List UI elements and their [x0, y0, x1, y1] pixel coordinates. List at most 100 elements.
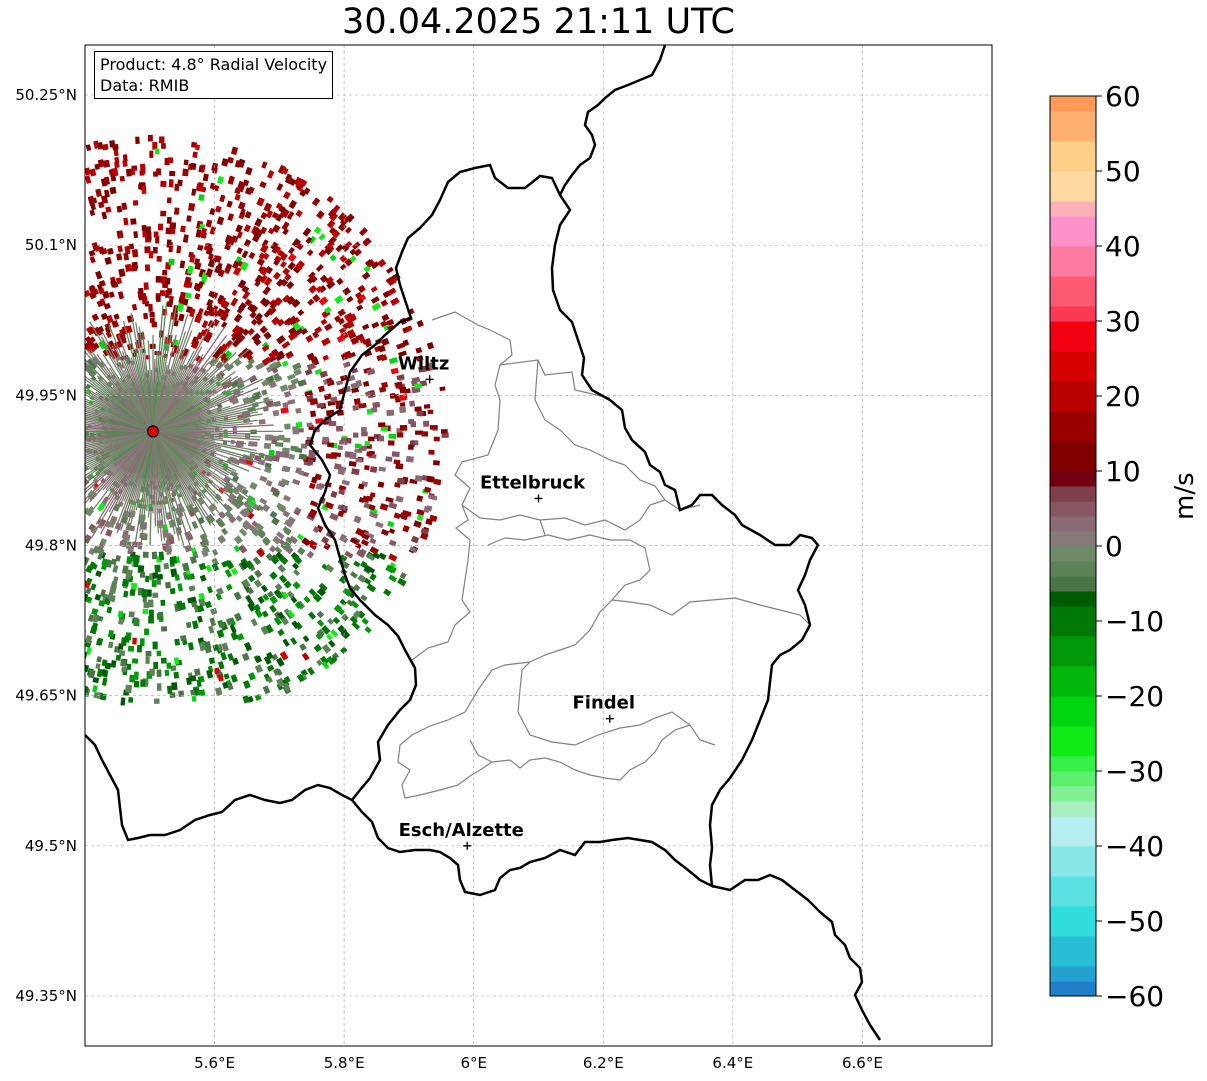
radar-echo-cell: [310, 356, 319, 363]
radar-echo-cell: [100, 589, 107, 598]
radar-echo-cell: [249, 311, 257, 319]
radar-echo-cell: [235, 224, 243, 233]
radar-echo-cell: [118, 268, 126, 278]
radar-echo-cell: [228, 515, 237, 524]
radar-echo-cell: [160, 657, 167, 664]
colorbar-segment: [1050, 381, 1096, 412]
radar-echo-cell: [237, 158, 246, 168]
radar-echo-cell: [277, 564, 286, 573]
radar-echo-cell: [111, 167, 119, 177]
radar-echo-cell: [128, 697, 134, 703]
radar-echo-cell: [342, 351, 352, 359]
radar-echo-cell: [189, 254, 196, 263]
radar-echo-cell: [167, 197, 172, 204]
radar-echo-cell: [131, 264, 138, 272]
radar-echo-cell: [425, 505, 433, 512]
radar-echo-cell: [416, 508, 425, 516]
radar-echo-cell: [269, 571, 278, 580]
radar-echo-cell: [188, 509, 196, 518]
radar-echo-cell: [215, 517, 225, 527]
colorbar-segment: [1050, 966, 1096, 982]
colorbar-segment: [1050, 786, 1096, 802]
radar-echo-cell: [292, 581, 301, 590]
radar-echo-cell: [96, 547, 105, 555]
radar-echo-cell: [155, 276, 162, 283]
radar-echo-cell: [214, 687, 223, 696]
radar-echo-cell: [339, 254, 348, 263]
radar-core-ray: [153, 428, 223, 433]
radar-echo-cell: [380, 320, 388, 328]
radar-echo-cell: [354, 443, 362, 449]
radar-echo-cell: [195, 229, 202, 238]
radar-echo-cell: [271, 211, 279, 219]
radar-echo-cell: [336, 425, 343, 432]
radar-echo-cell: [133, 680, 140, 688]
radar-site-marker: [146, 425, 160, 438]
radar-echo-cell: [168, 295, 174, 304]
radar-echo-cell: [280, 166, 289, 175]
product-label: Product: 4.8° Radial Velocity: [100, 55, 328, 74]
radar-echo-cell: [141, 589, 147, 598]
radar-echo-cell: [370, 261, 380, 270]
radar-echo-cell: [297, 546, 306, 556]
radar-echo-cell: [194, 262, 202, 270]
radar-echo-cell: [116, 205, 123, 213]
radar-echo-cell: [212, 318, 220, 327]
colorbar-segment: [1050, 171, 1096, 202]
radar-echo-cell: [217, 176, 224, 185]
radar-echo-cell: [220, 300, 228, 308]
radar-echo-cell: [225, 560, 235, 570]
radar-echo-cell: [253, 569, 263, 578]
radar-echo-cell: [98, 543, 105, 550]
radar-echo-cell: [144, 628, 150, 636]
radar-echo-cell: [90, 202, 96, 211]
radar-echo-cell: [341, 613, 349, 622]
radar-echo-cell: [290, 445, 299, 452]
radar-echo-cell: [347, 328, 355, 336]
radar-echo-cell: [97, 502, 105, 512]
radar-echo-cell: [110, 558, 118, 566]
radar-echo-cell: [146, 232, 152, 240]
radar-echo-cell: [326, 195, 334, 203]
radar-echo-cell: [360, 594, 368, 602]
radar-echo-cell: [387, 287, 397, 296]
radar-echo-cell: [416, 514, 424, 522]
radar-echo-cell: [274, 546, 283, 555]
radar-site-dot: [146, 425, 160, 438]
radar-echo-cell: [238, 183, 246, 193]
radar-echo-cell: [364, 626, 372, 634]
radar-echo-cell: [147, 134, 153, 142]
radar-echo-cell: [366, 553, 376, 561]
radar-echo-cell: [357, 284, 366, 294]
radar-echo-cell: [113, 149, 119, 157]
radar-echo-cell: [349, 571, 358, 579]
radar-echo-cell: [90, 583, 97, 591]
radar-echo-cell: [85, 688, 91, 698]
radar-echo-cell: [247, 358, 255, 366]
radar-echo-cell: [276, 318, 285, 327]
radar-echo-cell: [190, 601, 198, 608]
radar-echo-cell: [244, 187, 253, 196]
radar-echo-cell: [227, 156, 234, 164]
radar-echo-cell: [124, 245, 131, 255]
colorbar-segment: [1050, 216, 1096, 247]
radar-echo-cell: [190, 689, 196, 696]
radar-echo-cell: [316, 610, 325, 619]
radar-echo-cell: [341, 479, 350, 486]
radar-echo-cell: [398, 350, 407, 357]
radar-echo-cell: [254, 694, 262, 701]
radar-echo-cell: [230, 567, 239, 576]
canton-borders: [397, 311, 811, 799]
radar-echo-cell: [207, 253, 214, 261]
radar-echo-cell: [385, 496, 394, 503]
radar-echo-cell: [183, 298, 189, 306]
radar-echo-cell: [243, 680, 251, 689]
radar-echo-cell: [328, 420, 337, 427]
radar-echo-cell: [231, 324, 242, 335]
radar-echo-cell: [433, 478, 442, 486]
radar-echo-cell: [372, 552, 381, 560]
radar-echo-cell: [252, 227, 261, 237]
radar-echo-cell: [188, 202, 196, 212]
radar-echo-cell: [169, 170, 176, 177]
